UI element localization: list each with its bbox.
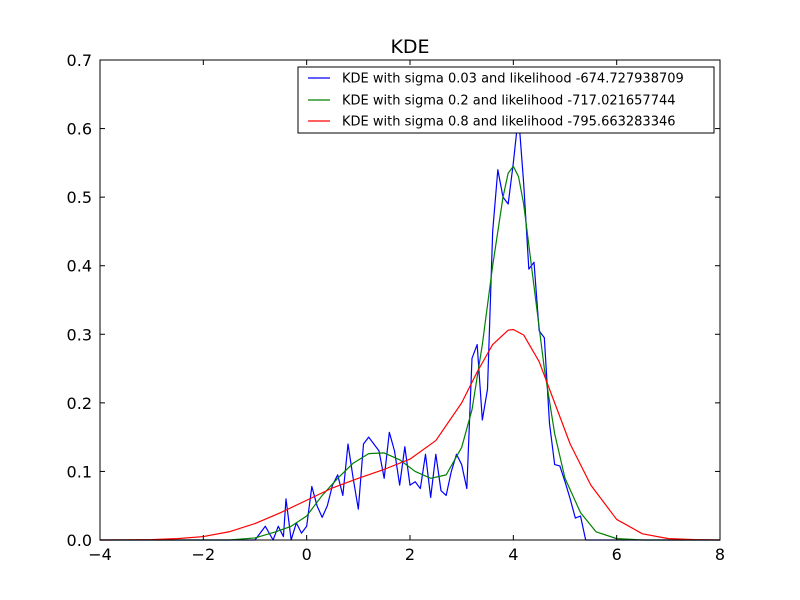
y-tick-label: 0.2 (67, 394, 92, 413)
chart-title: KDE (390, 36, 429, 58)
y-tick-label: 0.5 (67, 188, 92, 207)
x-tick-label: 4 (508, 545, 518, 564)
x-tick-label: −4 (88, 545, 112, 564)
x-tick-label: 2 (405, 545, 415, 564)
legend-box (297, 66, 715, 134)
y-tick-label: 0.0 (67, 531, 92, 550)
y-axis: 0.0 0.1 0.2 0.3 0.4 0.5 0.6 0.7 (67, 51, 720, 550)
legend: KDE with sigma 0.03 and likelihood -674.… (297, 66, 715, 134)
y-tick-label: 0.4 (67, 257, 92, 276)
legend-label-sigma-0.8: KDE with sigma 0.8 and likelihood -795.6… (342, 115, 676, 130)
x-axis: −4 −2 0 2 4 6 8 (88, 60, 725, 564)
series-line-0 (100, 114, 720, 541)
legend-label-sigma-0.03: KDE with sigma 0.03 and likelihood -674.… (342, 72, 684, 87)
x-tick-label: −2 (192, 545, 216, 564)
y-tick-label: 0.1 (67, 462, 92, 481)
series-layer (99, 114, 721, 541)
y-tick-label: 0.7 (67, 51, 92, 70)
x-tick-label: 0 (302, 545, 312, 564)
y-tick-label: 0.6 (67, 120, 92, 139)
series-line-1 (100, 165, 720, 541)
series-line-2 (99, 328, 721, 541)
y-tick-label: 0.3 (67, 325, 92, 344)
x-tick-label: 6 (612, 545, 622, 564)
x-tick-label: 8 (715, 545, 725, 564)
legend-label-sigma-0.2: KDE with sigma 0.2 and likelihood -717.0… (342, 94, 676, 109)
